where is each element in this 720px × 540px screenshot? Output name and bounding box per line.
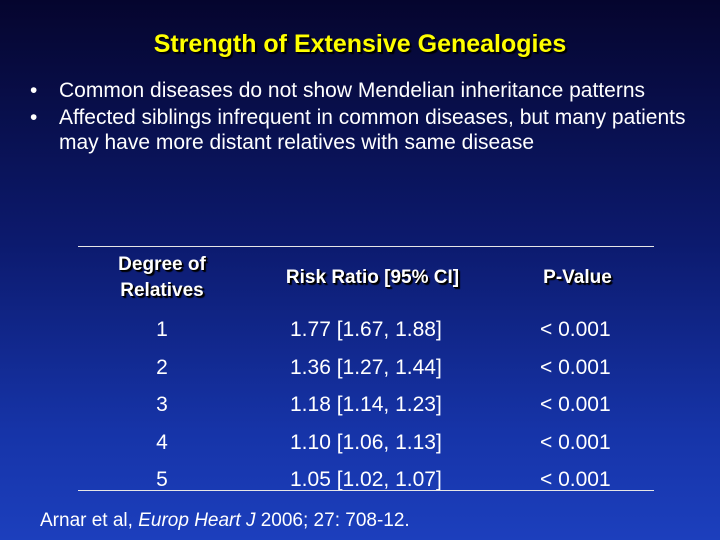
risk-ratio-cell: 1.36 [1.27, 1.44] (290, 355, 442, 379)
citation-details: 2006; 27: 708-12. (255, 510, 410, 531)
p-value-cell: < 0.001 (540, 355, 611, 379)
risk-ratio-cell: 1.10 [1.06, 1.13] (290, 430, 442, 454)
citation-authors: Arnar et al, (40, 510, 139, 531)
bullet-item: • Affected siblings infrequent in common… (30, 105, 700, 155)
degree-cell: 4 (156, 430, 168, 454)
p-value-cell: < 0.001 (540, 393, 611, 416)
degree-cell: 3 (156, 393, 168, 416)
bullet-marker: • (30, 79, 38, 102)
bullet-text: Affected siblings infrequent in common d… (59, 106, 686, 154)
p-value-cell: < 0.001 (540, 318, 611, 341)
table-row: 1 1.77 [1.67, 1.88] < 0.001 (0, 312, 720, 350)
bullet-text: Common diseases do not show Mendelian in… (59, 79, 646, 102)
citation: Arnar et al, Europ Heart J 2006; 27: 708… (40, 510, 410, 532)
bullet-list: • Common diseases do not show Mendelian … (30, 78, 700, 157)
citation-journal: Europ Heart J (138, 510, 256, 531)
table-row: 3 1.18 [1.14, 1.23] < 0.001 (0, 387, 720, 425)
degree-cell: 1 (156, 318, 168, 341)
table-row: 4 1.10 [1.06, 1.13] < 0.001 (0, 425, 720, 463)
header-degree-line1: Degree of (118, 254, 206, 275)
degree-cell: 5 (156, 468, 168, 491)
table-top-rule (78, 246, 654, 247)
table-body: 1 1.77 [1.67, 1.88] < 0.001 2 1.36 [1.27… (0, 312, 720, 500)
table-row: 5 1.05 [1.02, 1.07] < 0.001 (0, 462, 720, 500)
degree-cell: 2 (156, 355, 168, 379)
risk-ratio-cell: 1.18 [1.14, 1.23] (290, 393, 442, 416)
table-row: 2 1.36 [1.27, 1.44] < 0.001 (0, 350, 720, 388)
bullet-item: • Common diseases do not show Mendelian … (30, 78, 700, 103)
slide-title: Strength of Extensive Genealogies (153, 30, 567, 58)
risk-ratio-cell: 1.77 [1.67, 1.88] (290, 318, 442, 341)
header-degree-line2: Relatives (120, 280, 204, 301)
header-risk-ratio: Risk Ratio [95% CI] (285, 267, 460, 288)
table-bottom-rule (78, 490, 654, 491)
risk-ratio-cell: 1.05 [1.02, 1.07] (290, 468, 442, 491)
header-degree-of-relatives: Degree of Relatives (92, 252, 232, 304)
p-value-cell: < 0.001 (540, 468, 611, 491)
bullet-marker: • (30, 106, 38, 129)
p-value-cell: < 0.001 (540, 430, 611, 454)
header-p-value: P-Value (543, 267, 612, 288)
